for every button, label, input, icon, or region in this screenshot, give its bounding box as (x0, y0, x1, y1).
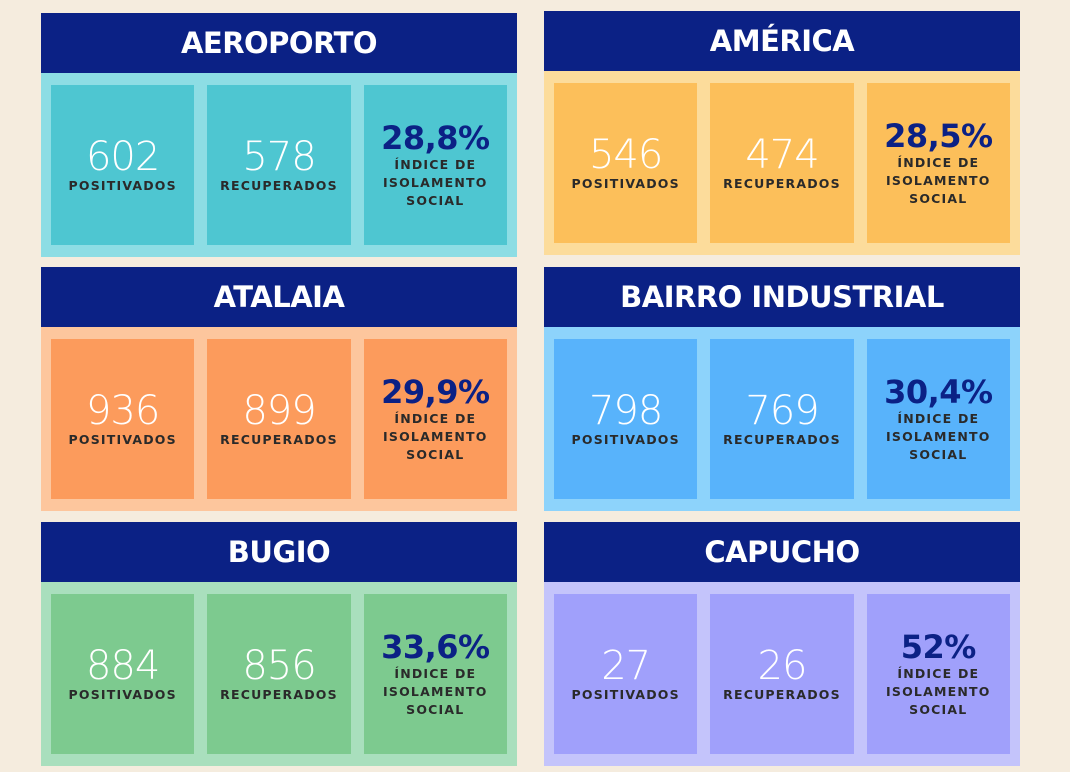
positivados-value: 546 (588, 132, 663, 178)
card-stats: 27 POSITIVADOS 26 RECUPERADOS 52% ÍNDICE… (544, 582, 1020, 766)
recuperados-tile: 856 RECUPERADOS (207, 594, 351, 754)
isolamento-label: ÍNDICE DE ISOLAMENTO SOCIAL (886, 410, 991, 462)
isolamento-label: ÍNDICE DE ISOLAMENTO SOCIAL (383, 410, 488, 462)
card-stats: 884 POSITIVADOS 856 RECUPERADOS 33,6% ÍN… (41, 582, 517, 766)
card-atalaia: ATALAIA 936 POSITIVADOS 899 RECUPERADOS … (41, 267, 517, 511)
recuperados-value: 899 (242, 388, 316, 434)
isolamento-tile: 33,6% ÍNDICE DE ISOLAMENTO SOCIAL (363, 594, 507, 754)
positivados-label: POSITIVADOS (571, 176, 680, 191)
isolamento-tile: 30,4% ÍNDICE DE ISOLAMENTO SOCIAL (866, 339, 1010, 499)
positivados-value: 798 (588, 388, 663, 434)
card-title: ATALAIA (41, 267, 517, 327)
positivados-label: POSITIVADOS (68, 178, 177, 193)
isolamento-tile: 28,5% ÍNDICE DE ISOLAMENTO SOCIAL (866, 83, 1010, 243)
recuperados-value: 578 (242, 134, 316, 180)
isolamento-value: 33,6% (381, 627, 490, 666)
card-title: AMÉRICA (544, 11, 1020, 71)
card-america: AMÉRICA 546 POSITIVADOS 474 RECUPERADOS … (544, 11, 1020, 255)
recuperados-tile: 769 RECUPERADOS (710, 339, 854, 499)
isolamento-tile: 28,8% ÍNDICE DE ISOLAMENTO SOCIAL (363, 85, 507, 245)
card-title: AEROPORTO (41, 13, 517, 73)
card-stats: 798 POSITIVADOS 769 RECUPERADOS 30,4% ÍN… (544, 327, 1020, 511)
positivados-tile: 798 POSITIVADOS (554, 339, 698, 499)
isolamento-value: 30,4% (884, 372, 993, 411)
recuperados-tile: 899 RECUPERADOS (207, 339, 351, 499)
card-title: BUGIO (41, 522, 517, 582)
isolamento-value: 52% (900, 627, 977, 666)
recuperados-label: RECUPERADOS (220, 178, 338, 193)
isolamento-label: ÍNDICE DE ISOLAMENTO SOCIAL (886, 154, 991, 206)
recuperados-label: RECUPERADOS (723, 176, 841, 191)
positivados-label: POSITIVADOS (571, 432, 680, 447)
recuperados-label: RECUPERADOS (220, 432, 338, 447)
positivados-tile: 884 POSITIVADOS (51, 594, 195, 754)
card-title: CAPUCHO (544, 522, 1020, 582)
isolamento-value: 28,5% (884, 116, 993, 155)
isolamento-tile: 52% ÍNDICE DE ISOLAMENTO SOCIAL (866, 594, 1010, 754)
positivados-value: 27 (601, 643, 651, 689)
recuperados-label: RECUPERADOS (220, 687, 338, 702)
positivados-tile: 546 POSITIVADOS (554, 83, 698, 243)
card-capucho: CAPUCHO 27 POSITIVADOS 26 RECUPERADOS 52… (544, 522, 1020, 766)
card-stats: 936 POSITIVADOS 899 RECUPERADOS 29,9% ÍN… (41, 327, 517, 511)
positivados-value: 884 (85, 643, 160, 689)
positivados-tile: 936 POSITIVADOS (51, 339, 195, 499)
card-bairro-industrial: BAIRRO INDUSTRIAL 798 POSITIVADOS 769 RE… (544, 267, 1020, 511)
recuperados-tile: 474 RECUPERADOS (710, 83, 854, 243)
recuperados-value: 856 (242, 643, 316, 689)
recuperados-tile: 578 RECUPERADOS (207, 85, 351, 245)
recuperados-value: 26 (757, 643, 808, 689)
positivados-label: POSITIVADOS (571, 687, 680, 702)
recuperados-value: 474 (745, 132, 819, 178)
isolamento-tile: 29,9% ÍNDICE DE ISOLAMENTO SOCIAL (363, 339, 507, 499)
isolamento-label: ÍNDICE DE ISOLAMENTO SOCIAL (383, 665, 488, 717)
card-title: BAIRRO INDUSTRIAL (544, 267, 1020, 327)
positivados-value: 602 (85, 134, 160, 180)
card-bugio: BUGIO 884 POSITIVADOS 856 RECUPERADOS 33… (41, 522, 517, 766)
positivados-value: 936 (85, 388, 160, 434)
recuperados-tile: 26 RECUPERADOS (710, 594, 854, 754)
card-stats: 546 POSITIVADOS 474 RECUPERADOS 28,5% ÍN… (544, 71, 1020, 255)
positivados-label: POSITIVADOS (68, 687, 177, 702)
recuperados-value: 769 (745, 388, 819, 434)
isolamento-label: ÍNDICE DE ISOLAMENTO SOCIAL (383, 156, 488, 208)
recuperados-label: RECUPERADOS (723, 432, 841, 447)
positivados-tile: 602 POSITIVADOS (51, 85, 195, 245)
positivados-tile: 27 POSITIVADOS (554, 594, 698, 754)
isolamento-value: 28,8% (381, 118, 490, 157)
positivados-label: POSITIVADOS (68, 432, 177, 447)
card-stats: 602 POSITIVADOS 578 RECUPERADOS 28,8% ÍN… (41, 73, 517, 257)
card-aeroporto: AEROPORTO 602 POSITIVADOS 578 RECUPERADO… (41, 13, 517, 257)
isolamento-label: ÍNDICE DE ISOLAMENTO SOCIAL (886, 665, 991, 717)
recuperados-label: RECUPERADOS (723, 687, 841, 702)
isolamento-value: 29,9% (381, 372, 490, 411)
